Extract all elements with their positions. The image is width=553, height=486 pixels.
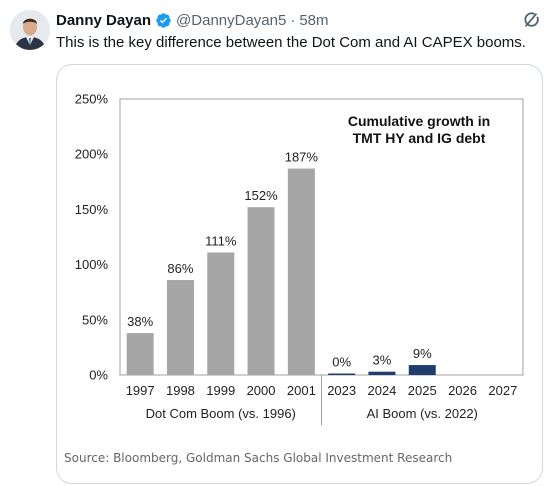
bar-1998 [166, 280, 194, 375]
y-tick-label: 150% [75, 202, 109, 217]
data-label-2001: 187% [285, 150, 319, 165]
x-tick-label: 2023 [327, 383, 356, 398]
y-tick-label: 200% [75, 147, 109, 162]
x-tick-label: 1999 [206, 383, 235, 398]
data-label-2000: 152% [244, 188, 278, 203]
data-label-1998: 86% [167, 261, 193, 276]
x-tick-label: 2000 [247, 383, 276, 398]
bar-2000 [247, 207, 275, 375]
y-tick-label: 0% [89, 368, 108, 383]
x-tick-label: 2026 [448, 383, 477, 398]
tweet-text: This is the key difference between the D… [56, 34, 526, 51]
bar-2023 [328, 373, 356, 375]
x-tick-label: 2024 [367, 383, 396, 398]
x-tick-label: 2025 [408, 383, 437, 398]
x-tick-label: 2001 [287, 383, 316, 398]
bar-2024 [368, 371, 396, 375]
data-label-1997: 38% [127, 314, 153, 329]
y-tick-label: 50% [82, 312, 108, 327]
avatar-image [10, 10, 50, 50]
data-label-2025: 9% [413, 346, 432, 361]
y-tick-label: 250% [75, 92, 109, 107]
chart-source: Source: Bloomberg, Goldman Sachs Global … [64, 451, 453, 465]
separator-dot: · [290, 11, 296, 29]
bar-2025 [408, 365, 436, 375]
tweet-header: Danny Dayan @DannyDayan5 · 58m [56, 11, 541, 29]
timestamp[interactable]: 58m [299, 11, 329, 29]
x-tick-label: 2027 [488, 383, 517, 398]
bar-2001 [287, 168, 315, 375]
bar-1997 [126, 333, 154, 375]
bar-chart: 0% 50% 100% 150% 200% 250% Cumulative growth i… [75, 92, 524, 425]
bar-1999 [207, 252, 235, 375]
x-tick-label: 1997 [126, 383, 155, 398]
y-tick-label: 100% [75, 257, 109, 272]
chart-title-line: Cumulative growth in [348, 113, 490, 129]
author-name[interactable]: Danny Dayan [56, 11, 152, 29]
verified-badge-icon [155, 12, 172, 29]
chart-title-line: TMT HY and IG debt [353, 130, 486, 146]
x-tick-label: 1998 [166, 383, 195, 398]
group-label-1: AI Boom (vs. 2022) [367, 406, 478, 421]
author-handle[interactable]: @DannyDayan5 [176, 11, 287, 29]
tweet-media-image[interactable]: 0% 50% 100% 150% 200% 250% Cumulative growth i… [56, 64, 543, 484]
grok-icon[interactable] [521, 10, 541, 30]
avatar[interactable] [10, 10, 50, 50]
data-label-2024: 3% [373, 353, 392, 368]
data-label-2023: 0% [332, 355, 351, 370]
data-label-1999: 111% [205, 233, 237, 248]
group-label-0: Dot Com Boom (vs. 1996) [146, 406, 296, 421]
